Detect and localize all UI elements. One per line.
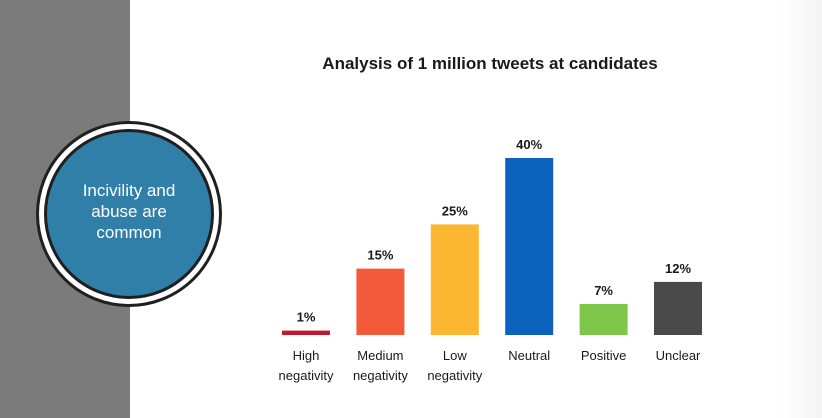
- category-labels-layer: High negativity Medium negativity Low negativ…: [279, 348, 702, 383]
- category-label-2-line-1: negativity: [427, 368, 482, 383]
- category-label-1-line-1: negativity: [353, 368, 408, 383]
- category-label-1-line-0: Medium: [357, 348, 403, 363]
- bar-3: [505, 158, 554, 335]
- bars-layer: [282, 158, 702, 335]
- callout-circle: Incivility and abuse are common: [44, 129, 214, 299]
- category-label-2-line-0: Low: [443, 348, 467, 363]
- data-label-5: 12%: [665, 261, 691, 276]
- category-label-5-line-0: Unclear: [656, 348, 701, 363]
- chart-title: Analysis of 1 million tweets at candidat…: [322, 54, 658, 73]
- bar-2: [430, 224, 479, 335]
- data-label-2: 25%: [442, 203, 468, 218]
- bar-5: [654, 281, 702, 335]
- data-label-4: 7%: [594, 283, 613, 298]
- bar-0: [282, 330, 330, 335]
- data-label-1: 15%: [367, 248, 393, 263]
- data-label-0: 1%: [297, 310, 316, 325]
- category-label-4-line-0: Positive: [581, 348, 627, 363]
- data-labels-layer: 1% 15% 25% 40% 7% 12%: [297, 137, 692, 325]
- data-label-3: 40%: [516, 137, 542, 152]
- category-label-0-line-1: negativity: [279, 368, 334, 383]
- bar-4: [579, 304, 628, 335]
- slide-edge-shade: [780, 0, 822, 418]
- callout-text: Incivility and abuse are common: [82, 180, 176, 242]
- bar-1: [356, 268, 405, 335]
- category-label-0-line-0: High: [293, 348, 320, 363]
- category-label-3-line-0: Neutral: [508, 348, 550, 363]
